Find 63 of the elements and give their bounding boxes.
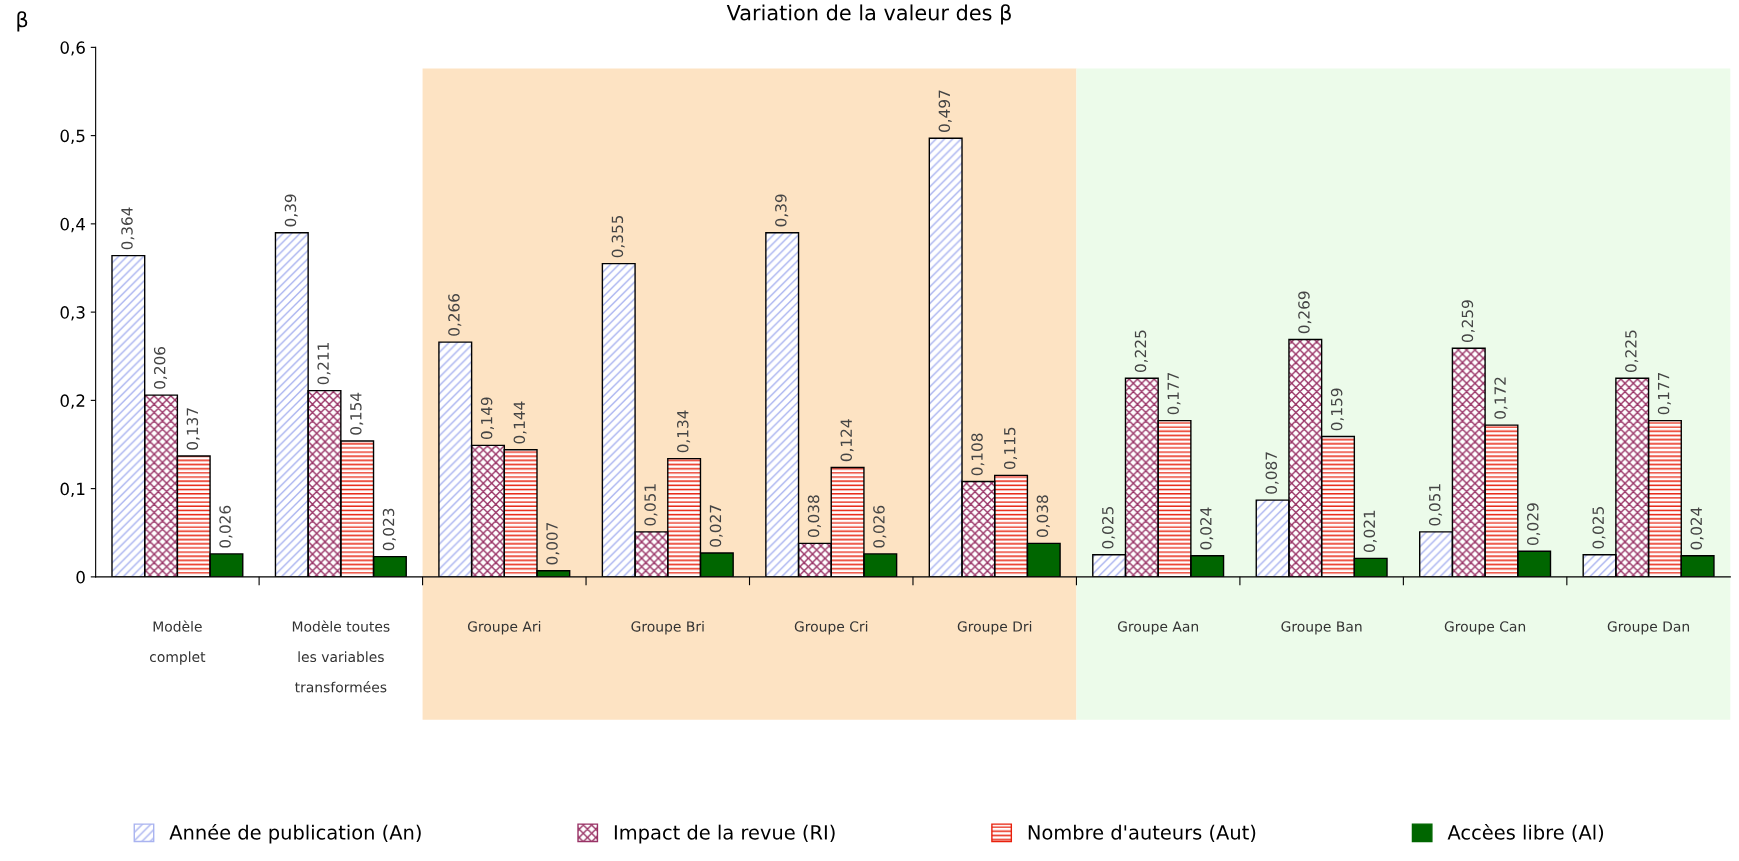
y-tick-label: 0,6: [60, 41, 85, 56]
data-label: 0,225: [1134, 330, 1148, 372]
data-label: 0,39: [775, 194, 789, 227]
data-label: 0,124: [840, 419, 854, 462]
data-label: 0,159: [1330, 388, 1344, 431]
x-tick-label: Groupe Dan: [1607, 621, 1690, 635]
data-label: 0,211: [317, 343, 331, 385]
y-tick-label: 0,5: [60, 129, 85, 144]
legend-label: Impact de la revue (RI): [614, 824, 835, 844]
data-label: 0,177: [1657, 372, 1671, 415]
data-label: 0,108: [971, 433, 985, 476]
data-label: 0,137: [186, 408, 200, 450]
data-label: 0,259: [1461, 300, 1475, 342]
x-tick-label: Groupe Aan: [1117, 621, 1199, 635]
legend-label: Année de publication (An): [169, 823, 421, 844]
data-label: 0,115: [1003, 427, 1018, 470]
y-tick-label: 0,4: [60, 217, 85, 233]
data-label: 0,051: [644, 484, 658, 526]
y-tick-label: 0,2: [60, 394, 85, 409]
data-label: 0,355: [611, 215, 625, 258]
data-label: 0,038: [807, 495, 821, 538]
y-tick-label: 0,3: [60, 306, 85, 321]
data-label: 0,027: [709, 505, 723, 547]
data-label: 0,177: [1167, 372, 1181, 415]
category-label: Modèle complet: [149, 620, 206, 665]
y-axis-title: β: [17, 11, 28, 32]
y-tick-label: 0: [76, 570, 85, 584]
data-label: 0,023: [382, 508, 396, 551]
x-tick-label: Groupe Dri: [957, 621, 1032, 635]
y-tick-label: 0,1: [60, 482, 85, 497]
data-label: 0,026: [219, 505, 233, 548]
data-label: 0,225: [1625, 330, 1639, 372]
data-label: 0,021: [1363, 510, 1377, 553]
x-tick-label: Groupe Can: [1444, 621, 1526, 635]
data-label: 0,134: [677, 410, 691, 453]
data-label: 0,029: [1527, 503, 1541, 545]
data-label: 0,154: [350, 392, 364, 435]
data-label: 0,269: [1298, 291, 1312, 334]
x-tick-label: Groupe Bri: [631, 621, 704, 635]
data-label: 0,024: [1690, 507, 1704, 550]
data-label: 0,024: [1200, 507, 1214, 550]
data-label: 0,038: [1036, 495, 1050, 538]
data-label: 0,172: [1494, 377, 1508, 419]
legend-label: Accèes libre (Al): [1447, 823, 1604, 843]
data-label: 0,026: [873, 505, 887, 548]
data-label: 0,364: [121, 207, 135, 250]
data-label: 0,007: [546, 522, 560, 565]
data-label: 0,087: [1265, 452, 1279, 494]
data-label: 0,051: [1428, 484, 1443, 526]
data-label: 0,206: [153, 347, 168, 389]
x-tick-label: Groupe Cri: [794, 621, 868, 635]
x-tick-label: Groupe Ban: [1281, 621, 1362, 635]
data-label: 0,144: [513, 401, 527, 444]
data-label: 0,266: [448, 294, 462, 336]
chart-title: Variation de la valeur des β: [726, 4, 1011, 25]
data-label: 0,149: [480, 397, 494, 440]
x-tick-label: Groupe Ari: [467, 621, 541, 635]
data-label: 0,497: [938, 90, 952, 132]
category-label: Modèle toutes les variables transformées: [292, 620, 390, 693]
data-label: 0,025: [1102, 507, 1116, 549]
legend-label: Nombre d'auteurs (Aut): [1028, 824, 1256, 843]
data-label: 0,39: [284, 194, 298, 227]
data-label: 0,025: [1592, 507, 1606, 549]
